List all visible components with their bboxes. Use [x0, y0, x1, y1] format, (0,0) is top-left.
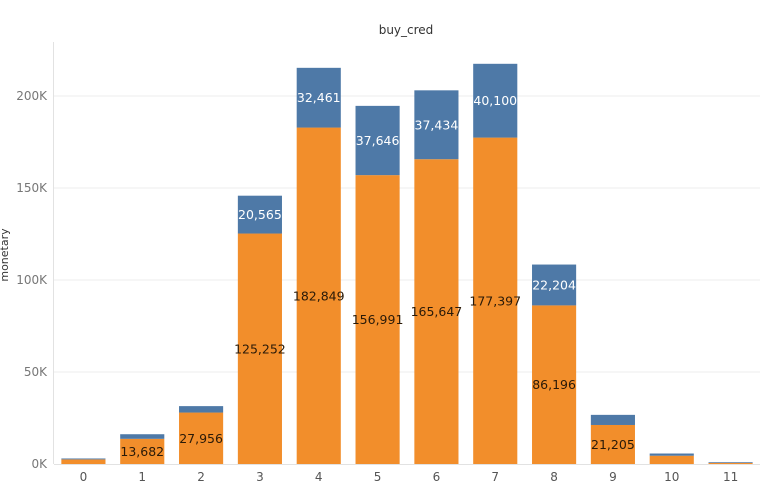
- y-tick-label: 100K: [16, 273, 48, 287]
- x-tick-label: 4: [315, 470, 323, 484]
- data-label: 21,205: [591, 437, 635, 452]
- y-tick-label: 0K: [31, 457, 48, 471]
- x-tick-label: 5: [374, 470, 382, 484]
- bar-segment-1-cat-10: [649, 453, 694, 456]
- data-label: 22,204: [532, 277, 576, 292]
- bar-segment-1-cat-3: [237, 195, 282, 234]
- bar-segment-1-cat-2: [179, 406, 224, 413]
- x-tick-label: 11: [723, 470, 738, 484]
- data-label: 156,991: [352, 312, 404, 327]
- bar-segment-1-cat-4: [296, 67, 341, 128]
- bar-segment-1-cat-5: [355, 105, 400, 176]
- bar-segment-0-cat-7: [473, 137, 518, 464]
- x-tick-label: 6: [433, 470, 441, 484]
- x-tick-label: 1: [138, 470, 146, 484]
- data-label: 182,849: [293, 288, 345, 303]
- x-tick-label: 2: [197, 470, 205, 484]
- chart-title: buy_cred: [379, 23, 434, 37]
- x-tick-label: 7: [491, 470, 499, 484]
- data-label: 165,647: [411, 304, 463, 319]
- y-tick-label: 50K: [24, 365, 48, 379]
- bar-segment-0-cat-2: [179, 412, 224, 464]
- bar-segment-0-cat-8: [532, 305, 577, 464]
- x-tick-label: 10: [664, 470, 679, 484]
- bar-segment-1-cat-0: [61, 458, 106, 460]
- bar-segment-0-cat-3: [237, 233, 282, 464]
- bar-segment-0-cat-10: [649, 455, 694, 464]
- bar-segment-0-cat-5: [355, 175, 400, 464]
- bar-segment-1-cat-1: [120, 434, 165, 439]
- y-tick-label: 150K: [16, 181, 48, 195]
- data-label: 32,461: [297, 90, 341, 105]
- bar-segment-1-cat-8: [532, 264, 577, 306]
- data-label: 177,397: [469, 293, 521, 308]
- bar-segment-0-cat-4: [296, 127, 341, 465]
- bar-segment-0-cat-0: [61, 459, 106, 464]
- bar-segment-1-cat-9: [590, 414, 635, 425]
- bar-segment-1-cat-11: [708, 462, 753, 463]
- data-label: 37,434: [415, 117, 459, 132]
- data-label: 20,565: [238, 207, 282, 222]
- bar-segment-1-cat-7: [473, 63, 518, 138]
- bar-segment-1-cat-6: [414, 90, 459, 160]
- x-tick-label: 3: [256, 470, 264, 484]
- data-label: 13,682: [120, 444, 164, 459]
- y-axis-label: monetary: [0, 228, 11, 282]
- data-label: 37,646: [356, 133, 400, 148]
- data-label: 27,956: [179, 431, 223, 446]
- data-label: 40,100: [473, 93, 517, 108]
- bar-segment-0-cat-6: [414, 159, 459, 464]
- x-tick-label: 9: [609, 470, 617, 484]
- data-label: 86,196: [532, 377, 576, 392]
- x-tick-label: 0: [80, 470, 88, 484]
- x-tick-label: 8: [550, 470, 558, 484]
- data-label: 125,252: [234, 341, 286, 356]
- bar-segment-0-cat-11: [708, 462, 753, 464]
- bar-segment-0-cat-1: [120, 438, 165, 464]
- bar-segment-0-cat-9: [590, 424, 635, 464]
- y-tick-label: 200K: [16, 89, 48, 103]
